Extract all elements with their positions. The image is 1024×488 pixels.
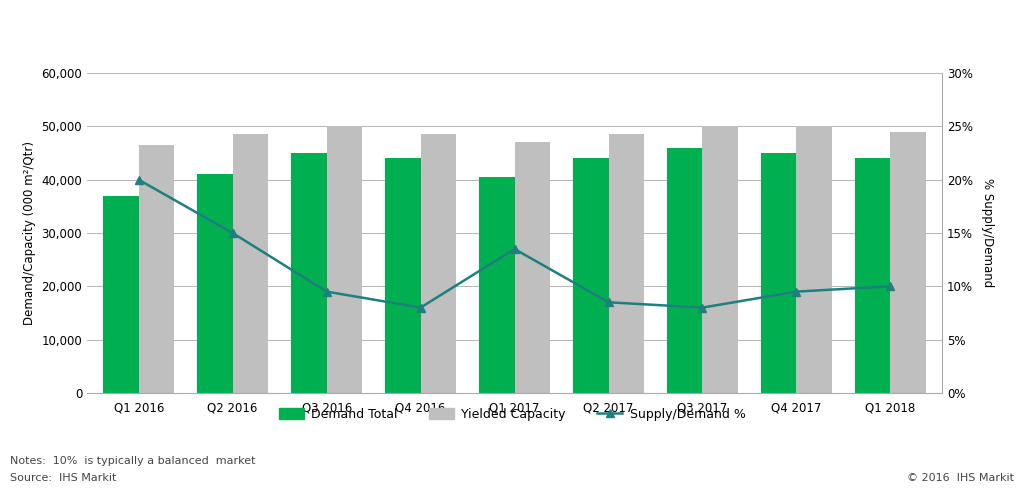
Bar	[138, 145, 174, 393]
Bar	[572, 159, 608, 393]
Bar	[761, 153, 797, 393]
Bar	[608, 135, 644, 393]
Legend: Demand Total, Yielded Capacity, Supply/Demand %: Demand Total, Yielded Capacity, Supply/D…	[273, 403, 751, 426]
Text: Notes:  10%  is typically a balanced  market: Notes: 10% is typically a balanced marke…	[10, 456, 256, 466]
Bar	[421, 135, 457, 393]
Bar	[327, 126, 362, 393]
Bar	[891, 132, 926, 393]
Text: Large-area FPD supply/demand: Large-area FPD supply/demand	[12, 22, 330, 40]
Bar	[797, 126, 833, 393]
Bar	[514, 142, 550, 393]
Text: © 2016  IHS Markit: © 2016 IHS Markit	[907, 473, 1014, 483]
Bar	[385, 159, 421, 393]
Y-axis label: Demand/Capacity (000 m²/Qtr): Demand/Capacity (000 m²/Qtr)	[23, 141, 36, 325]
Y-axis label: % Supply/Demand: % Supply/Demand	[981, 179, 994, 287]
Bar	[667, 148, 702, 393]
Bar	[855, 159, 891, 393]
Bar	[479, 177, 514, 393]
Bar	[291, 153, 327, 393]
Text: Source:  IHS Markit: Source: IHS Markit	[10, 473, 117, 483]
Bar	[197, 174, 232, 393]
Bar	[702, 126, 738, 393]
Bar	[232, 135, 268, 393]
Bar	[103, 196, 138, 393]
